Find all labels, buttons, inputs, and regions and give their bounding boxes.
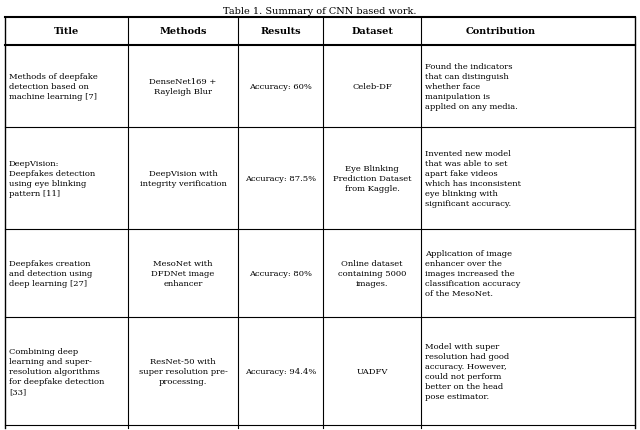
Text: Accuracy: 60%: Accuracy: 60%	[249, 83, 312, 91]
Text: Online dataset
containing 5000
images.: Online dataset containing 5000 images.	[338, 259, 406, 287]
Text: Application of image
enhancer over the
images increased the
classification accur: Application of image enhancer over the i…	[425, 249, 520, 298]
Text: ResNet-50 with
super resolution pre-
processing.: ResNet-50 with super resolution pre- pro…	[138, 357, 227, 385]
Text: MesoNet with
DFDNet image
enhancer: MesoNet with DFDNet image enhancer	[151, 259, 214, 287]
Text: Invented new model
that was able to set
apart fake videos
which has inconsistent: Invented new model that was able to set …	[425, 149, 521, 208]
Text: DeepVision:
Deepfakes detection
using eye blinking
pattern [11]: DeepVision: Deepfakes detection using ey…	[9, 160, 95, 198]
Text: Table 1. Summary of CNN based work.: Table 1. Summary of CNN based work.	[223, 7, 417, 16]
Text: Model with super
resolution had good
accuracy. However,
could not perform
better: Model with super resolution had good acc…	[425, 342, 509, 400]
Text: Combining deep
learning and super-
resolution algorithms
for deepfake detection
: Combining deep learning and super- resol…	[9, 347, 104, 395]
Text: Title: Title	[54, 28, 79, 37]
Text: Dataset: Dataset	[351, 28, 393, 37]
Text: Results: Results	[260, 28, 301, 37]
Text: Methods of deepfake
detection based on
machine learning [7]: Methods of deepfake detection based on m…	[9, 73, 98, 101]
Text: Deepfakes creation
and detection using
deep learning [27]: Deepfakes creation and detection using d…	[9, 259, 92, 287]
Text: DeepVision with
integrity verification: DeepVision with integrity verification	[140, 169, 227, 187]
Text: Accuracy: 94.4%: Accuracy: 94.4%	[245, 367, 316, 375]
Text: DenseNet169 +
Rayleigh Blur: DenseNet169 + Rayleigh Blur	[149, 78, 216, 96]
Text: Celeb-DF: Celeb-DF	[352, 83, 392, 91]
Text: Accuracy: 87.5%: Accuracy: 87.5%	[245, 175, 316, 183]
Text: Eye Blinking
Prediction Dataset
from Kaggle.: Eye Blinking Prediction Dataset from Kag…	[333, 165, 412, 193]
Text: Found the indicators
that can distinguish
whether face
manipulation is
applied o: Found the indicators that can distinguis…	[425, 63, 518, 111]
Text: Methods: Methods	[159, 28, 207, 37]
Text: Accuracy: 80%: Accuracy: 80%	[249, 269, 312, 277]
Text: Contribution: Contribution	[466, 28, 536, 37]
Text: UADFV: UADFV	[356, 367, 388, 375]
